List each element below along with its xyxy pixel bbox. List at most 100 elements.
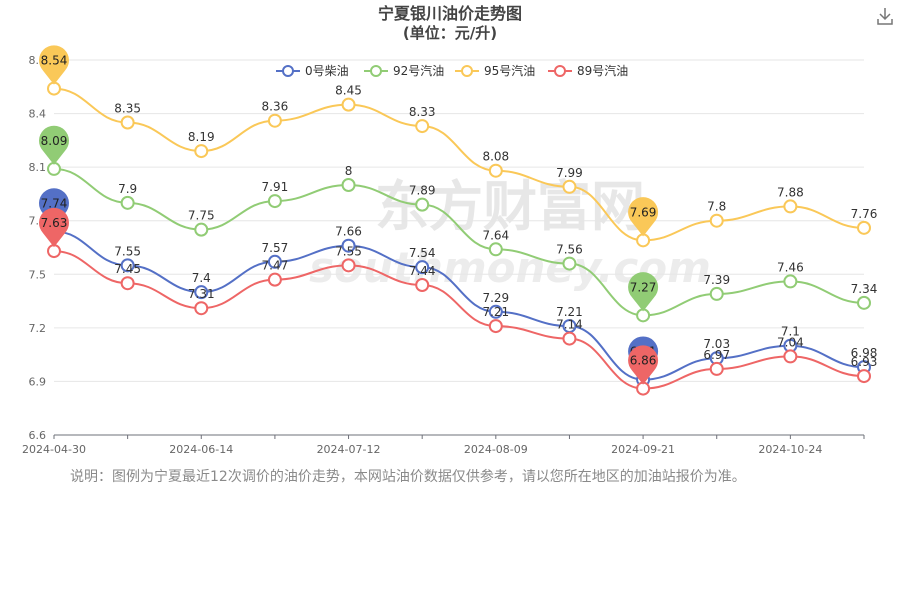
data-label: 7.46 [777, 260, 804, 274]
chart-note: 说明：图例为宁夏最近12次调价的油价走势，本网站油价数据仅供参考，请以您所在地区… [70, 469, 746, 485]
data-point[interactable] [857, 369, 871, 384]
data-point[interactable] [488, 319, 503, 334]
data-point[interactable] [415, 119, 430, 134]
min-marker: 7.69 [628, 197, 659, 237]
data-label: 7.44 [409, 264, 436, 278]
data-point[interactable] [709, 213, 724, 228]
marker-pin [39, 207, 69, 248]
data-label: 7.4 [192, 271, 211, 285]
data-label: 7.54 [409, 246, 436, 260]
data-label: 7.64 [482, 228, 509, 242]
data-point[interactable] [341, 238, 356, 253]
legend-item[interactable]: 0号柴油 [276, 64, 349, 78]
legend-item[interactable]: 95号汽油 [455, 63, 535, 78]
data-point[interactable] [341, 178, 356, 192]
data-point[interactable] [488, 242, 503, 257]
data-point[interactable] [415, 260, 430, 275]
data-point[interactable] [120, 276, 135, 291]
data-point[interactable] [562, 179, 577, 194]
marker-pin [39, 45, 69, 85]
data-label: 7.55 [114, 244, 141, 258]
data-label: 8 [345, 164, 353, 178]
data-point[interactable] [194, 301, 209, 316]
marker-label: 7.74 [41, 196, 68, 210]
data-point[interactable] [415, 278, 430, 292]
x-axis: 2024-04-30 2024-06-14 2024-07-12 2024-08-09… [22, 435, 865, 456]
data-label: 7.03 [703, 337, 730, 351]
data-label: 6.98 [851, 346, 878, 360]
data-point[interactable] [120, 115, 135, 130]
data-point[interactable] [709, 361, 724, 376]
data-label: 7.75 [188, 209, 215, 223]
data-point[interactable] [562, 256, 577, 271]
marker-label: 7.69 [630, 205, 657, 219]
x-tick-label: 2024-06-14 [169, 443, 233, 456]
data-point[interactable] [120, 195, 135, 210]
data-labels: 7.557.47.577.667.547.297.217.037.16.987.… [114, 84, 877, 369]
data-point[interactable] [267, 194, 282, 209]
data-label: 7.57 [262, 241, 289, 255]
series-points[interactable] [47, 81, 871, 396]
data-point[interactable] [783, 349, 798, 364]
max-marker: 7.63 [39, 207, 69, 248]
data-point[interactable] [488, 304, 503, 319]
data-label: 8.19 [188, 130, 215, 144]
data-point[interactable] [341, 97, 356, 112]
marker-label: 8.54 [41, 54, 68, 68]
data-point[interactable] [341, 258, 356, 273]
data-label: 7.21 [482, 305, 509, 319]
data-point[interactable] [857, 220, 871, 235]
data-point[interactable] [194, 144, 209, 159]
y-tick-label: 7.5 [29, 268, 47, 281]
legend-label: 92号汽油 [393, 63, 444, 78]
data-point[interactable] [267, 254, 282, 269]
x-tick-label: 2024-08-09 [464, 443, 528, 456]
data-point[interactable] [488, 163, 503, 178]
data-point[interactable] [783, 274, 798, 289]
data-label: 7.55 [335, 244, 362, 258]
legend[interactable]: 0号柴油 92号汽油 95号汽油 89号汽油 [276, 63, 628, 78]
data-point[interactable] [562, 331, 577, 346]
data-label: 7.21 [556, 305, 583, 319]
data-point[interactable] [194, 285, 209, 300]
data-label: 6.97 [703, 348, 730, 362]
data-label: 8.08 [482, 150, 509, 164]
data-label: 7.99 [556, 166, 583, 180]
data-label: 7.39 [703, 273, 730, 287]
y-tick-label: 8.1 [29, 161, 47, 174]
data-point[interactable] [709, 286, 724, 301]
data-label: 8.35 [114, 102, 141, 116]
legend-item[interactable]: 92号汽油 [364, 63, 444, 78]
data-label: 7.1 [781, 325, 800, 339]
data-point[interactable] [415, 197, 430, 212]
marker-label: 7.27 [630, 280, 657, 294]
legend-symbol [282, 65, 294, 77]
series-lines [53, 87, 865, 390]
chart-subtitle: (单位：元/升) [403, 24, 497, 42]
marker-pin [628, 197, 659, 237]
chart-title: 宁夏银川油价走势图 [378, 4, 522, 23]
grid [54, 59, 864, 436]
data-label: 7.91 [262, 180, 289, 194]
marker-label: 6.86 [630, 354, 657, 368]
y-tick-label: 8.4 [29, 108, 47, 121]
data-label: 7.76 [851, 207, 878, 221]
data-label: 7.04 [777, 335, 804, 349]
data-point[interactable] [120, 258, 135, 273]
y-tick-label: 6.9 [29, 375, 47, 388]
min-marker: 6.86 [628, 345, 659, 385]
data-point[interactable] [857, 295, 871, 310]
x-tick-label: 2024-10-24 [758, 443, 822, 456]
data-label: 6.93 [851, 355, 878, 369]
download-icon[interactable] [876, 6, 894, 26]
x-tick-label: 2024-04-30 [22, 443, 86, 456]
data-label: 7.8 [707, 200, 726, 214]
data-label: 7.47 [262, 259, 289, 273]
data-point[interactable] [267, 113, 282, 128]
legend-item[interactable]: 89号汽油 [548, 63, 628, 78]
data-point[interactable] [783, 199, 798, 214]
data-point[interactable] [194, 222, 209, 237]
data-label: 7.56 [556, 243, 583, 257]
data-point[interactable] [267, 272, 282, 287]
